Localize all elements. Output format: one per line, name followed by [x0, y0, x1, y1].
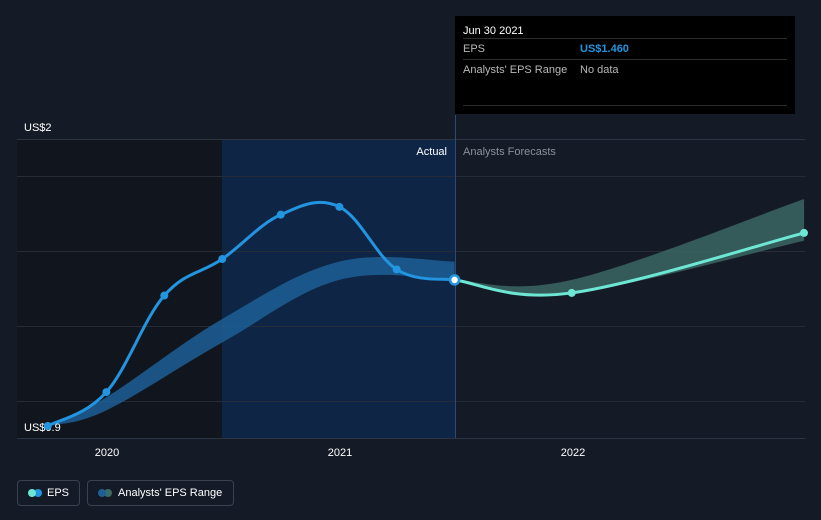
- eps-point[interactable]: [102, 388, 111, 397]
- legend-range-button[interactable]: Analysts' EPS Range: [87, 480, 234, 506]
- range-band-actual: [47, 257, 455, 426]
- eps-point[interactable]: [218, 255, 227, 264]
- tooltip-eps-value: US$1.460: [580, 43, 629, 55]
- range-band-forecast: [454, 199, 805, 295]
- eps-point[interactable]: [335, 202, 344, 211]
- eps-forecast-line: [454, 231, 805, 297]
- eps-point[interactable]: [392, 265, 401, 274]
- tooltip-eps-row: EPS US$1.460: [463, 38, 787, 59]
- forecast-label: Analysts Forecasts: [463, 146, 556, 158]
- y-tick-label-top: US$2: [24, 122, 52, 134]
- eps-line: [47, 200, 455, 428]
- eps-points: [43, 202, 461, 430]
- eps-point-current[interactable]: [448, 274, 461, 286]
- forecast-point[interactable]: [567, 288, 576, 297]
- legend-range-label: Analysts' EPS Range: [118, 487, 223, 499]
- x-tick-label-2021: 2021: [328, 447, 352, 459]
- eps-point[interactable]: [160, 291, 169, 300]
- hover-tooltip: Jun 30 2021 EPS US$1.460 Analysts' EPS R…: [455, 16, 795, 114]
- past-shade: [17, 140, 222, 438]
- legend-eps-label: EPS: [46, 487, 69, 499]
- eps-legend-icon: [28, 489, 42, 497]
- tooltip-range-value: No data: [580, 64, 619, 76]
- tooltip-range-row: Analysts' EPS Range No data: [463, 59, 787, 80]
- legend-eps-button[interactable]: EPS: [17, 480, 80, 506]
- actual-label: Actual: [416, 146, 447, 158]
- range-legend-icon: [98, 489, 112, 497]
- y-tick-label-bottom: US$0.9: [24, 422, 61, 434]
- tooltip-range-label: Analysts' EPS Range: [463, 64, 568, 76]
- eps-point[interactable]: [43, 422, 52, 430]
- forecast-points: [567, 228, 808, 297]
- x-tick-label-2022: 2022: [561, 447, 585, 459]
- x-tick-label-2020: 2020: [95, 447, 119, 459]
- tooltip-divider: [463, 105, 787, 106]
- eps-point[interactable]: [276, 210, 285, 219]
- actual-region: [222, 140, 455, 438]
- tooltip-eps-label: EPS: [463, 43, 486, 55]
- forecast-point[interactable]: [800, 228, 808, 237]
- tooltip-date: Jun 30 2021: [463, 25, 524, 37]
